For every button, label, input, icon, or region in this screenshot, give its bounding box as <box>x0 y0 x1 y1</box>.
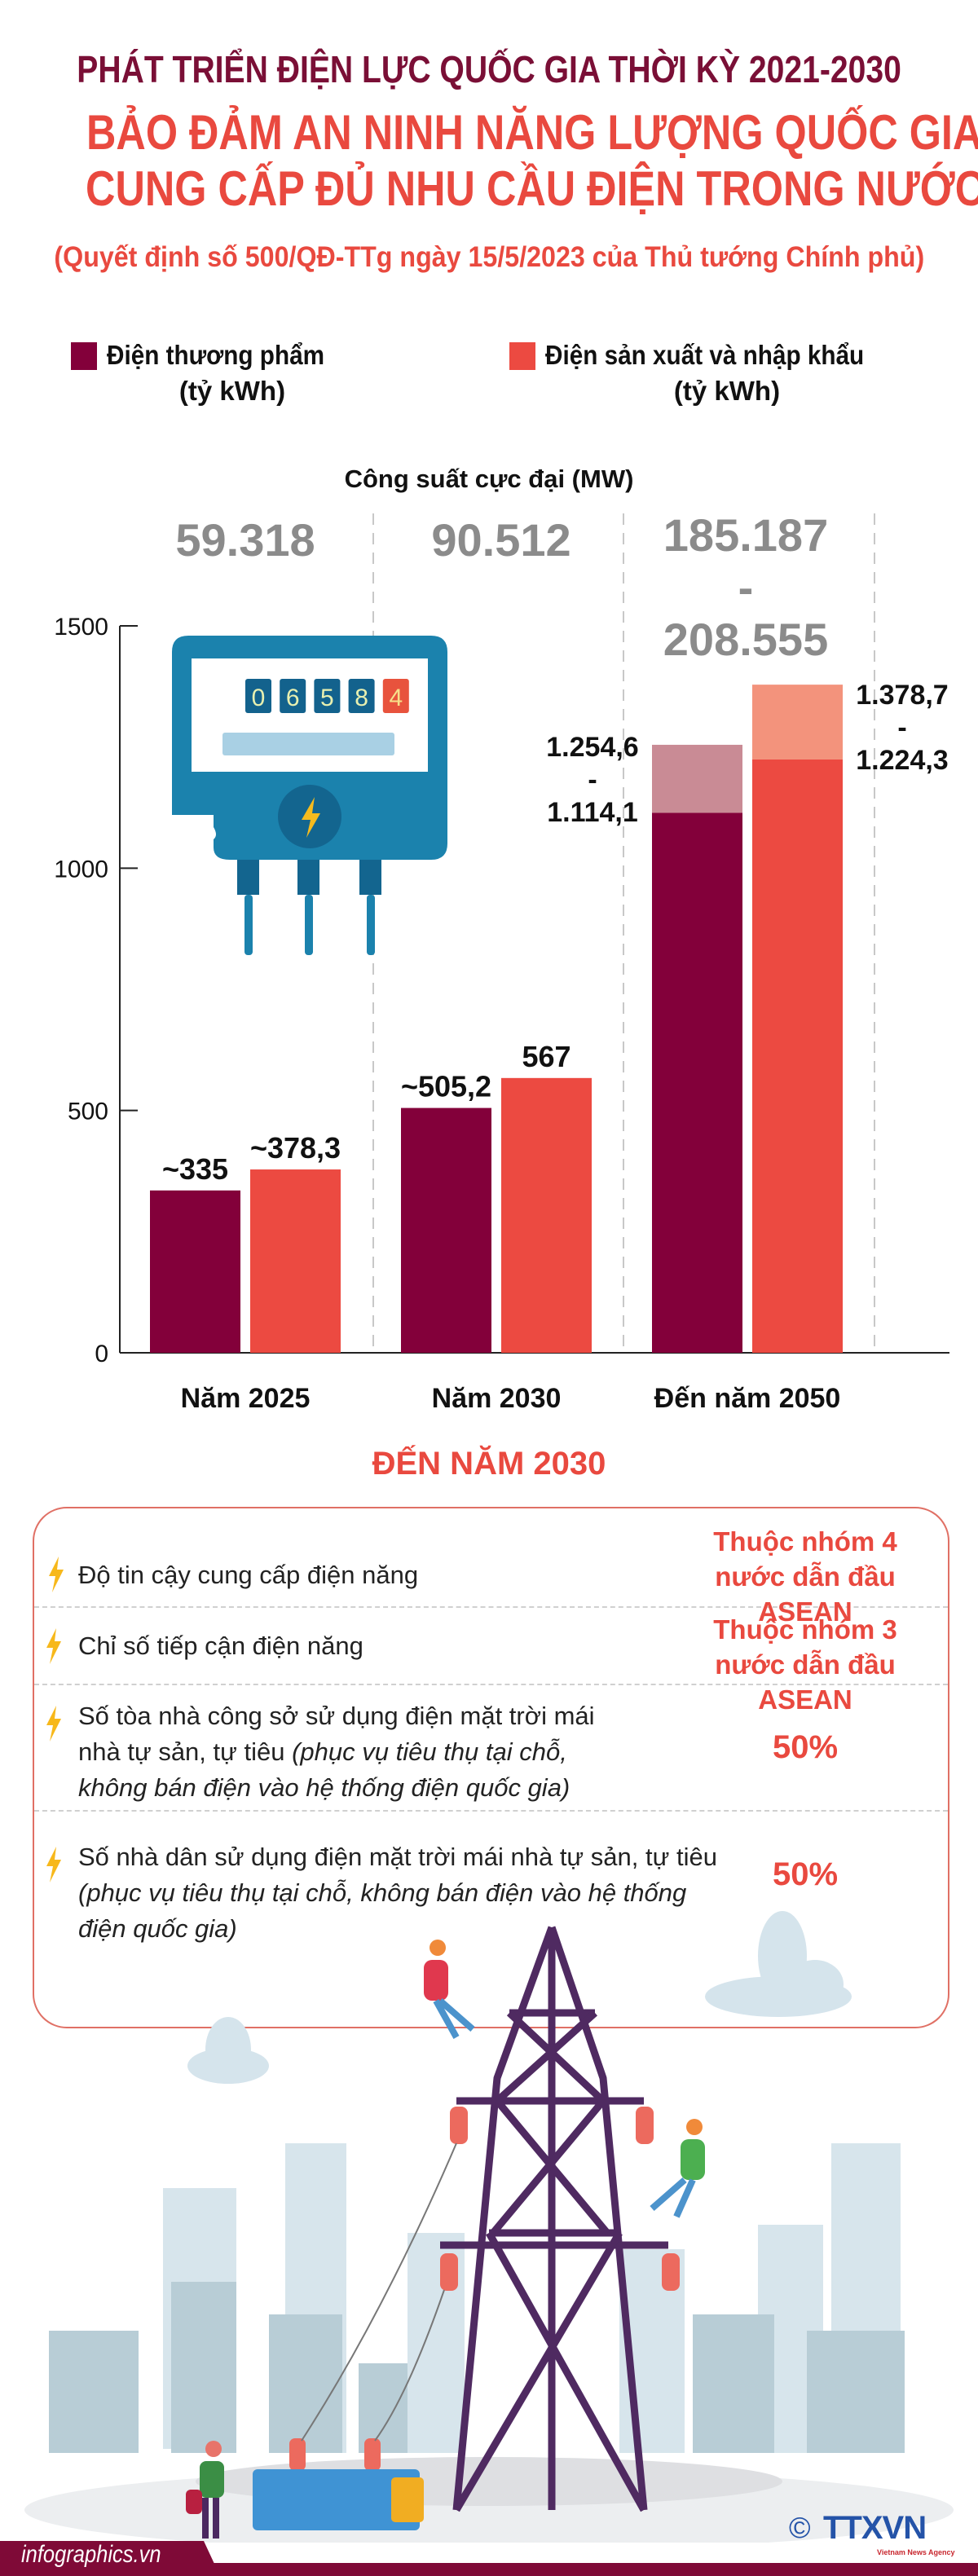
bar-data-label: 567 <box>522 1040 570 1073</box>
main-title-line1: BẢO ĐẢM AN NINH NĂNG LƯỢNG QUỐC GIA, <box>86 105 978 160</box>
capacity-2030: 90.512 <box>431 514 571 566</box>
ttxvn-logo: © TTXVN Vietnam News Agency <box>789 2510 956 2559</box>
meter-digit-box <box>245 679 271 713</box>
meter-digit-box <box>280 679 306 713</box>
legend-swatch-dien-thuong-pham <box>71 342 97 370</box>
bar-data-label: 1.378,7 -1.224,3 <box>856 680 948 776</box>
y-tick-label: 0 <box>95 1341 108 1367</box>
meter-digit: 8 <box>355 685 368 711</box>
label-line: 1.254,6 <box>546 732 638 763</box>
bar-data-label: ~505,2 <box>401 1070 491 1103</box>
capacity-2025: 59.318 <box>175 514 315 566</box>
footer-bar <box>0 2563 978 2576</box>
meter-digit: 4 <box>389 685 403 711</box>
worker-figure <box>186 2441 224 2539</box>
footer-site-link[interactable]: infographics.vn <box>21 2541 161 2568</box>
label-line: 1.114,1 <box>547 797 638 828</box>
target-row-3-label: Số tòa nhà công sở sử dụng điện mặt trời… <box>78 1702 595 1802</box>
power-tower-illustration <box>24 1911 954 2543</box>
logo-subtext: Vietnam News Agency <box>877 2548 955 2556</box>
targets-title: ĐẾN NĂM 2030 <box>372 1446 606 1482</box>
row-divider <box>34 1810 948 1812</box>
worker-figure <box>650 2119 705 2218</box>
target-row-2-label: Chỉ số tiếp cận điện năng <box>78 1631 363 1660</box>
row-divider <box>34 1684 948 1685</box>
bar <box>652 812 742 1353</box>
category-label: Năm 2025 <box>181 1383 311 1414</box>
row-divider <box>34 1606 948 1608</box>
label-line: 1.378,7 <box>856 680 948 711</box>
lightning-bolt-icon <box>49 1557 64 1592</box>
copyright-icon: © <box>789 2511 811 2544</box>
worker-figure <box>424 1940 475 2039</box>
legend-unit-dien-thuong-pham: (tỷ kWh) <box>178 376 286 406</box>
legend-label-dien-san-xuat: Điện sản xuất và nhập khẩu <box>545 340 865 370</box>
bar <box>150 1190 240 1353</box>
capacity-title: Công suất cực đại (MW) <box>344 465 634 493</box>
legend-swatch-dien-san-xuat <box>509 342 535 370</box>
meter-digit: 5 <box>320 685 334 711</box>
bar-range-upper <box>652 744 742 813</box>
meter-digit-box <box>382 679 409 713</box>
lightning-bolt-icon <box>46 1706 61 1742</box>
meter-digit: 6 <box>286 685 300 711</box>
target-row-2-value: Thuộc nhóm 3 nước dẫn đầu ASEAN <box>713 1614 897 1715</box>
label-line: 1.224,3 <box>856 745 948 776</box>
target-row-4-label: Số nhà dân sử dụng điện mặt trời mái nhà… <box>78 1843 717 1943</box>
main-title-line2: CUNG CẤP ĐỦ NHU CẦU ĐIỆN TRONG NƯỚC <box>86 161 978 216</box>
capacity-2050-low: 185.187 <box>663 509 829 561</box>
target-row-3-value: 50% <box>772 1729 839 1765</box>
lightning-icon <box>302 797 320 838</box>
bar-data-label: 1.254,6 -1.114,1 <box>546 732 638 828</box>
power-tower <box>440 1926 668 2512</box>
target-row-1-label: Độ tin cậy cung cấp điện năng <box>78 1561 419 1589</box>
bar <box>752 759 843 1353</box>
bar-data-label: ~378,3 <box>250 1131 341 1165</box>
y-tick-label: 1500 <box>54 614 108 641</box>
subtitle: (Quyết định số 500/QĐ-TTg ngày 15/5/2023… <box>54 241 924 273</box>
bar <box>250 1169 341 1353</box>
label-line: - <box>897 712 906 743</box>
insulators <box>289 2107 680 2471</box>
capacity-2050-high: 208.555 <box>663 614 829 665</box>
supertitle: PHÁT TRIỂN ĐIỆN LỰC QUỐC GIA THỜI KỲ 202… <box>77 48 901 90</box>
transformer <box>253 2469 420 2530</box>
cloud-icon <box>187 2017 269 2084</box>
bar-range-upper <box>752 685 843 760</box>
lightning-bolt-icon <box>46 1847 61 1882</box>
targets-box <box>33 1507 949 2028</box>
legend-label-dien-thuong-pham: Điện thương phẩm <box>107 340 325 370</box>
target-row-1-value: Thuộc nhóm 4 nước dẫn đầu ASEAN <box>713 1526 897 1627</box>
lightning-bolt-icon <box>46 1628 61 1664</box>
bar <box>501 1077 592 1353</box>
logo-text: TTXVN <box>823 2510 927 2546</box>
bar <box>401 1107 491 1353</box>
capacity-2050-sep: - <box>738 561 754 613</box>
bar-data-label: ~335 <box>162 1152 228 1186</box>
legend-unit-dien-san-xuat: (tỷ kWh) <box>673 376 781 406</box>
meter-digit-box <box>314 679 341 713</box>
category-label: Năm 2030 <box>432 1383 562 1414</box>
y-tick-label: 500 <box>68 1099 108 1125</box>
cloud-icon <box>705 1911 852 2017</box>
target-row-4-value: 50% <box>772 1856 839 1892</box>
meter-digit-box <box>348 679 375 713</box>
meter-digit: 0 <box>252 685 266 711</box>
label-line: - <box>588 764 597 795</box>
category-label: Đến năm 2050 <box>654 1383 841 1414</box>
footer-tab <box>0 2541 220 2576</box>
y-tick-label: 1000 <box>54 856 108 883</box>
